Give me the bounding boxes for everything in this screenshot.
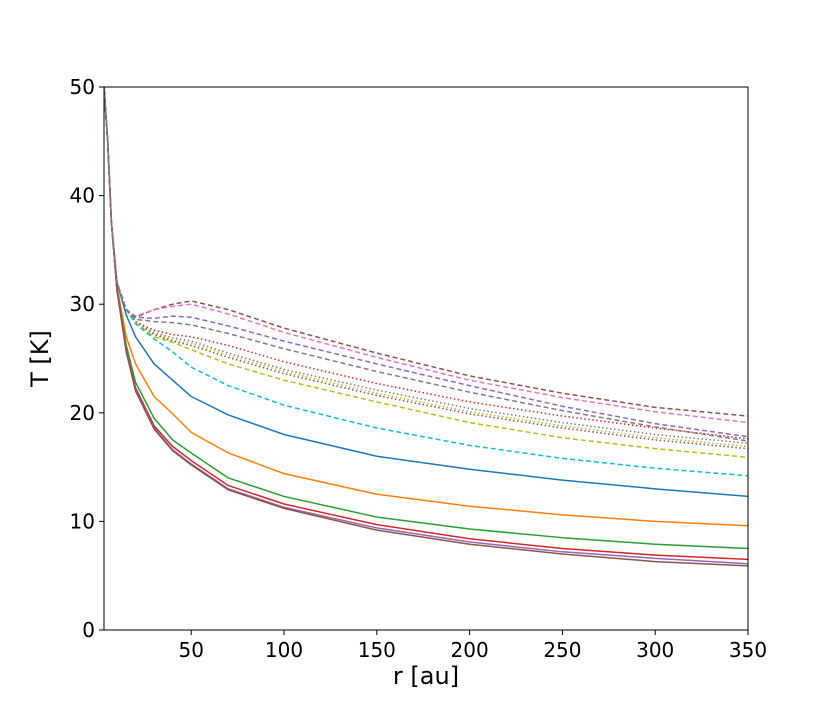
series-line-12 — [104, 87, 748, 477]
x-tick-label: 300 — [636, 638, 674, 662]
x-tick-label: 50 — [179, 638, 204, 662]
series-line-3 — [104, 87, 748, 550]
x-tick-label: 100 — [265, 638, 303, 662]
series-line-14 — [104, 87, 748, 424]
x-tick-label: 250 — [543, 638, 581, 662]
x-tick-label: 200 — [451, 638, 489, 662]
y-tick-label: 50 — [70, 75, 95, 99]
y-tick-label: 40 — [70, 184, 95, 208]
x-axis: 50 100 150 200 250 300 350 — [179, 630, 767, 662]
series-line-15 — [104, 87, 748, 438]
series-line-10 — [104, 87, 748, 450]
plot-frame — [103, 86, 749, 631]
series-line-13 — [104, 87, 748, 417]
series-line-7 — [104, 87, 748, 440]
series-line-5 — [104, 87, 748, 565]
y-tick-label: 0 — [82, 618, 95, 642]
x-tick-label: 150 — [358, 638, 396, 662]
series-line-9 — [104, 87, 748, 448]
series-line-1 — [104, 87, 748, 498]
y-tick-label: 10 — [70, 509, 95, 533]
series-group — [104, 87, 748, 567]
series-line-16 — [104, 87, 748, 442]
y-tick-label: 30 — [70, 292, 95, 316]
x-tick-label: 350 — [729, 638, 767, 662]
y-tick-label: 20 — [70, 401, 95, 425]
y-axis-label: T [K] — [26, 330, 54, 388]
series-line-8 — [104, 87, 748, 444]
x-axis-label: r [au] — [393, 662, 459, 690]
series-line-6 — [104, 87, 748, 567]
y-axis: 0 10 20 30 40 50 — [70, 75, 104, 642]
